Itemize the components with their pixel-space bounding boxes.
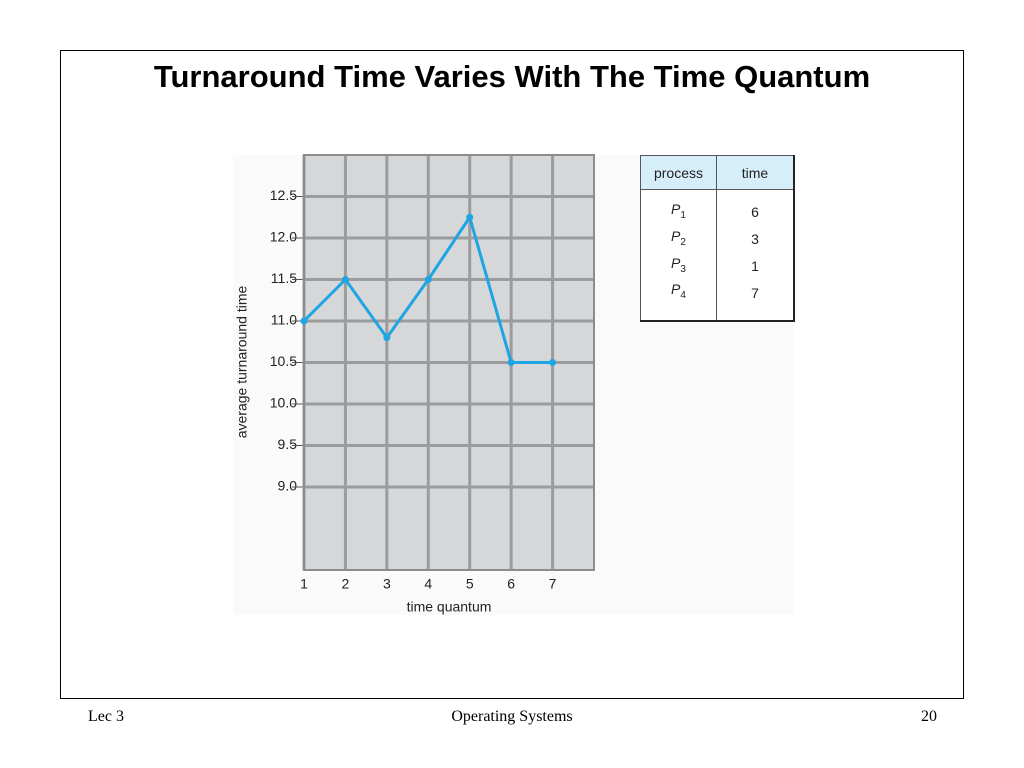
x-tick-label: 7 [549, 576, 557, 592]
x-tick-label: 4 [424, 576, 432, 592]
time-cell: 1 [716, 252, 794, 280]
process-cell: P2 [640, 225, 717, 253]
process-letter-text: P [671, 281, 681, 298]
data-point [424, 276, 432, 283]
y-tick-label: 10.0 [270, 395, 297, 411]
process-letter-text: P [671, 254, 681, 271]
process-subscript: 2 [680, 236, 686, 248]
data-point [300, 317, 308, 325]
y-tick-label: 11.5 [271, 270, 297, 286]
process-letter: P1 [671, 201, 686, 221]
time-cell: 6 [716, 189, 794, 226]
process-cell: P3 [640, 252, 717, 280]
process-letter: P4 [671, 281, 686, 301]
process-letter: P3 [671, 254, 686, 275]
process-table: process time P1 6 P2 3 P3 1 P4 7 [640, 155, 795, 323]
time-cell: 7 [716, 279, 794, 322]
process-letter-text: P [671, 201, 681, 217]
data-point [383, 334, 391, 342]
process-cell: P1 [640, 189, 717, 226]
time-cell: 3 [716, 225, 794, 253]
y-tick-label: 12.0 [270, 229, 297, 245]
y-tick-label: 10.5 [270, 353, 297, 369]
table-header: process [640, 155, 717, 190]
data-point [507, 359, 515, 366]
x-axis-label: time quantum [407, 599, 492, 615]
process-subscript: 4 [680, 290, 686, 302]
x-tick-label: 6 [507, 576, 515, 592]
process-subscript: 3 [680, 263, 686, 275]
y-tick-label: 9.0 [278, 478, 298, 494]
plot-frame [303, 154, 595, 571]
slide-frame [60, 50, 964, 699]
y-tick-label: 11.0 [271, 312, 297, 328]
footer-left: Lec 3 [88, 708, 124, 725]
table-row: P3 1 [640, 252, 794, 280]
process-letter: P2 [671, 227, 686, 248]
footer-right: 20 [921, 708, 937, 725]
footer-center: Operating Systems [451, 708, 573, 725]
process-cell: P4 [640, 279, 717, 322]
y-tick-label: 9.5 [278, 436, 298, 452]
x-tick-label: 3 [383, 576, 391, 592]
table-row: P1 6 [640, 189, 794, 226]
x-tick-label: 5 [466, 576, 474, 592]
table-header: time [716, 155, 794, 190]
y-axis-label: average turnaround time [234, 286, 250, 439]
data-point [549, 359, 557, 366]
process-letter-text: P [671, 227, 681, 244]
data-point [341, 276, 349, 283]
data-point [466, 213, 474, 221]
table-row: P2 3 [640, 225, 794, 253]
slide-title: Turnaround Time Varies With The Time Qua… [153, 59, 871, 94]
process-subscript: 1 [680, 209, 686, 221]
x-tick-label: 1 [300, 576, 308, 592]
y-tick-label: 12.5 [270, 187, 297, 203]
x-tick-label: 2 [342, 576, 350, 592]
table-row: P4 7 [640, 279, 794, 322]
